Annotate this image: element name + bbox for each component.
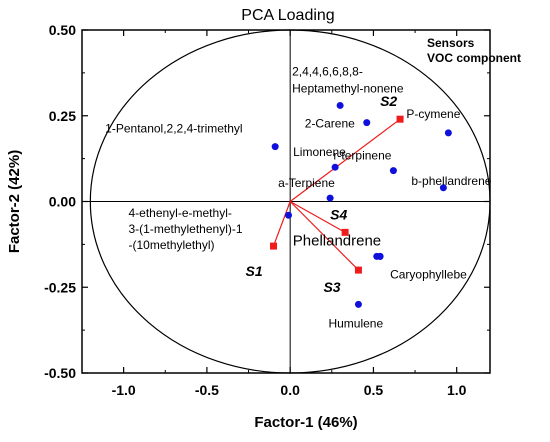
y-tick-label: 0.00 — [49, 194, 76, 210]
voc-point-label: Limonene — [293, 145, 346, 159]
voc-point-label: r-terpinene — [333, 149, 391, 163]
voc-point-label: 4-ethenyl-e-methyl- 3-(1-methylethenyl)-1… — [128, 206, 242, 252]
voc-point-label: Humulene — [328, 316, 383, 330]
sensor-marker — [341, 228, 349, 236]
y-tick-label: 0.50 — [49, 22, 76, 38]
voc-point — [326, 194, 334, 202]
voc-point — [271, 143, 279, 151]
y-tick-label: -0.50 — [44, 365, 76, 381]
voc-point-label: Phellandrene — [293, 232, 381, 249]
voc-point-label: 2,4,4,6,6,8,8- Heptamethyl-nonene — [292, 64, 404, 95]
voc-point — [389, 167, 397, 175]
sensor-vector — [289, 201, 359, 271]
voc-point — [439, 184, 447, 192]
voc-point-label-line: b-phellandrene — [411, 174, 491, 188]
sensor-label: S4 — [330, 206, 347, 222]
sensor-marker — [270, 242, 278, 250]
sensor-label: S3 — [323, 279, 340, 295]
voc-point-label: 2-Carene — [305, 117, 355, 131]
voc-point — [331, 163, 339, 171]
x-tick-label: 0.5 — [364, 382, 384, 398]
y-axis-title: Factor-2 (42%) — [6, 150, 23, 253]
voc-point — [336, 101, 344, 109]
sensor-vector — [272, 201, 291, 247]
voc-point-label-line: a-Terpiene — [278, 176, 335, 190]
voc-point-label-line: P-cymene — [406, 107, 460, 121]
sensor-vector — [289, 118, 401, 202]
legend-entry-voc: VOC component — [427, 51, 521, 65]
x-tick-label: 1.0 — [447, 382, 467, 398]
sensor-marker — [354, 266, 362, 274]
chart-title: PCA Loading — [241, 7, 334, 24]
sensor-label: S1 — [246, 263, 263, 279]
voc-point-label-line: 2-Carene — [305, 117, 355, 131]
voc-point-label-line: Caryophyllebe — [390, 267, 467, 281]
voc-point-label-line: Limonene — [293, 145, 346, 159]
voc-point-label: b-phellandrene — [411, 174, 491, 188]
voc-point-label-line: -(10methylethyl) — [128, 238, 214, 252]
voc-point-label: Caryophyllebe — [390, 267, 467, 281]
voc-point-label-line: Phellandrene — [293, 232, 381, 249]
voc-point-label-line: Heptamethyl-nonene — [292, 81, 404, 95]
legend-entry-sensors: Sensors — [427, 36, 475, 50]
voc-point-label-line: 2,4,4,6,6,8,8- — [292, 64, 363, 78]
voc-point-label-line: 1-Pentanol,2,2,4-trimethyl — [105, 122, 242, 136]
voc-point — [354, 300, 362, 308]
sensor-label: S2 — [380, 93, 397, 109]
x-tick-label: -1.0 — [112, 382, 136, 398]
x-axis-title: Factor-1 (46%) — [254, 414, 357, 431]
sensor-marker — [396, 115, 404, 123]
x-tick-label: 0.0 — [280, 382, 300, 398]
voc-point-label: a-Terpiene — [278, 176, 335, 190]
voc-point-label-line: 4-ethenyl-e-methyl- — [128, 206, 231, 220]
y-tick-label: -0.25 — [44, 279, 76, 295]
voc-point-label-line: Humulene — [328, 316, 383, 330]
voc-point-label: P-cymene — [406, 107, 460, 121]
voc-point — [363, 119, 371, 127]
y-tick-label: 0.25 — [49, 108, 76, 124]
voc-point-label-line: 3-(1-methylethenyl)-1 — [128, 222, 242, 236]
voc-point — [284, 211, 292, 219]
voc-point — [376, 252, 384, 260]
voc-point — [444, 129, 452, 137]
x-tick-label: -0.5 — [195, 382, 219, 398]
voc-point-label-line: r-terpinene — [333, 149, 391, 163]
voc-point-label: 1-Pentanol,2,2,4-trimethyl — [105, 122, 242, 136]
sensor-vector — [289, 200, 346, 233]
